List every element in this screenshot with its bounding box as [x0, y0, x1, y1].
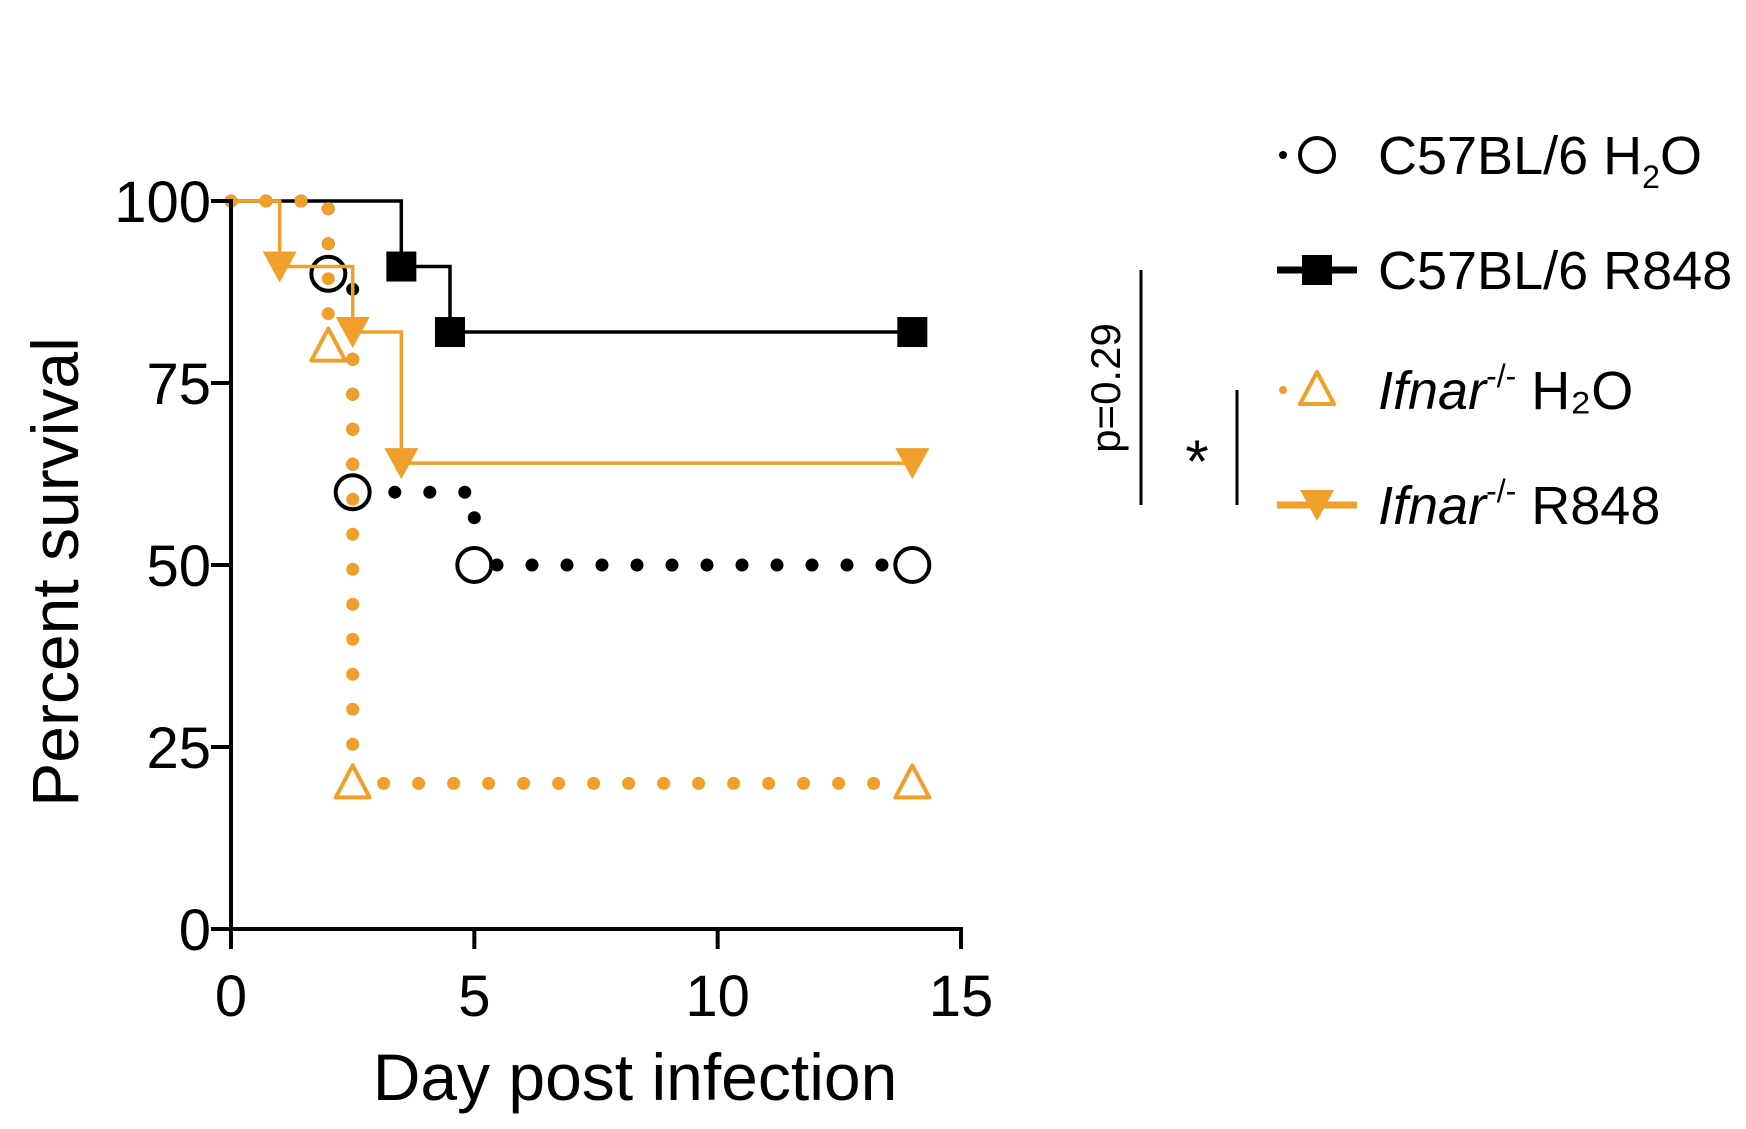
axes: 0 25 50 75 100 0 5 10 15 [114, 170, 993, 1029]
significance-brackets: p=0.29 * [1082, 270, 1239, 505]
legend-marker [1298, 136, 1336, 174]
y-tick-label: 0 [179, 898, 211, 963]
data-point-ifnar_h2o [893, 763, 932, 800]
data-point-ifnar_r848 [335, 317, 370, 349]
legend-swatch-line [1279, 151, 1287, 159]
legend-marker [1300, 490, 1334, 521]
data-point-ifnar_r848 [384, 448, 419, 480]
legend-label: Ifnar-/- H₂O [1378, 358, 1633, 421]
x-tick-label: 15 [929, 964, 994, 1029]
plot-area [224, 194, 932, 800]
legend-item-c57_r848: C57BL/6 R848 [1277, 241, 1732, 301]
series-ifnar_h2o [224, 194, 932, 800]
data-point-c57_h2o [455, 546, 494, 584]
data-point-c57_h2o [893, 546, 932, 584]
legend-marker [1298, 370, 1336, 406]
data-point-ifnar_h2o [333, 763, 372, 800]
data-point-ifnar_r848 [262, 251, 297, 283]
x-axis-title: Day post infection [373, 1040, 898, 1114]
legend-label: C57BL/6 R848 [1378, 241, 1732, 301]
legend-item-ifnar_h2o: Ifnar-/- H₂O [1279, 358, 1633, 421]
series-line-c57_r848 [231, 199, 913, 334]
legend-swatch-line [1279, 386, 1287, 394]
series-c57_h2o [224, 194, 932, 584]
data-point-c57_r848 [897, 317, 928, 348]
y-tick-label: 75 [146, 352, 211, 417]
y-tick-label: 50 [146, 534, 211, 599]
data-point-ifnar_h2o [309, 326, 348, 363]
p-value-label: p=0.29 [1082, 323, 1129, 453]
legend-label: Ifnar-/- R848 [1378, 473, 1660, 536]
legend-marker [1302, 255, 1332, 285]
significance-star: * [1185, 428, 1208, 495]
legend-label: C57BL/6 H2O [1378, 126, 1702, 195]
legend-item-c57_h2o: C57BL/6 H2O [1279, 126, 1702, 195]
x-tick-label: 0 [215, 964, 247, 1029]
series-c57_r848 [231, 199, 928, 348]
data-point-c57_r848 [435, 317, 465, 348]
y-tick-label: 100 [114, 170, 211, 235]
series-ifnar_r848 [231, 199, 930, 480]
data-point-c57_h2o [333, 473, 372, 512]
y-axis-title: Percent survival [18, 337, 92, 807]
x-tick-label: 5 [458, 964, 490, 1029]
data-point-c57_r848 [386, 251, 417, 282]
y-tick-label: 25 [146, 716, 211, 781]
x-tick-label: 10 [685, 964, 750, 1029]
data-point-ifnar_r848 [895, 448, 930, 480]
series-line-ifnar_r848 [231, 199, 913, 465]
legend-item-ifnar_r848: Ifnar-/- R848 [1277, 473, 1660, 536]
legend: C57BL/6 H2O C57BL/6 R848 Ifnar-/- H₂O Ifnar… [1277, 126, 1732, 536]
